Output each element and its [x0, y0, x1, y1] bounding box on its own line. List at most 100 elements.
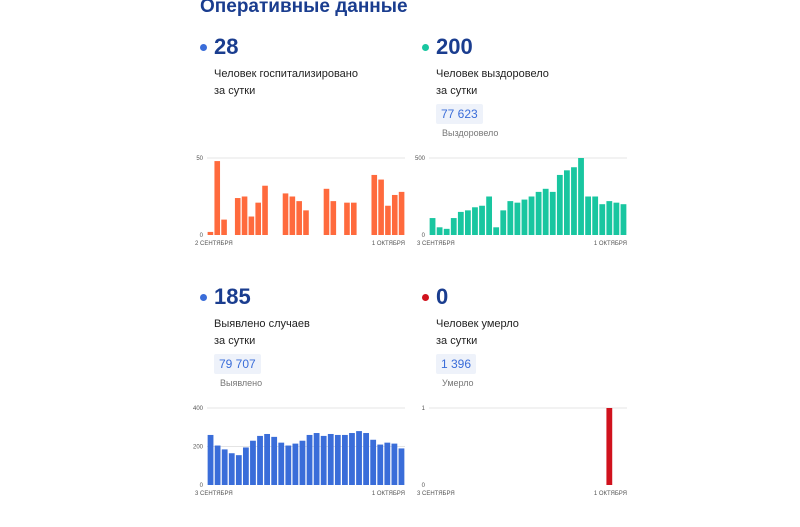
bar: [398, 448, 405, 485]
stat-description: Человек госпитализировано за сутки: [214, 66, 414, 100]
bar: [271, 436, 278, 485]
deaths-chart: 1 0 3 СЕНТЯБРЯ 1 ОКТЯБРЯ: [417, 406, 627, 497]
status-dot-icon: [200, 294, 207, 301]
bar: [207, 231, 214, 235]
bar: [528, 196, 535, 235]
card-detected: 185 Выявлено случаев за сутки 79 707 Выя…: [193, 282, 413, 527]
bar: [585, 196, 592, 235]
bar: [341, 434, 348, 485]
total-label: Умерло: [442, 378, 474, 388]
x-tick-label-start: 3 СЕНТЯБРЯ: [195, 491, 233, 497]
y-tick-label: 50: [196, 156, 203, 162]
bar: [613, 202, 620, 235]
bar: [257, 435, 263, 485]
x-tick-label-start: 3 СЕНТЯБРЯ: [417, 241, 455, 247]
bar: [391, 443, 398, 485]
bar: [278, 442, 285, 485]
page-title: Оперативные данные: [200, 0, 408, 17]
total-label: Выявлено: [220, 378, 263, 388]
stat-description-line1: Человек выздоровело: [436, 68, 549, 80]
bar: [289, 196, 296, 235]
bar: [344, 202, 350, 235]
x-tick-label-start: 3 СЕНТЯБРЯ: [417, 491, 455, 497]
bar: [620, 204, 627, 235]
x-tick-label-start: 2 СЕНТЯБРЯ: [195, 241, 233, 247]
stat-description-line1: Человек госпитализировано: [214, 68, 358, 80]
card-hospitalized: 28 Человек госпитализировано за сутки 50…: [193, 32, 413, 277]
bar: [323, 188, 330, 235]
bar: [571, 167, 577, 235]
bar: [370, 439, 377, 485]
stat-description-line2: за сутки: [436, 85, 478, 97]
bar: [303, 210, 309, 235]
stat-description-line1: Человек умерло: [436, 318, 519, 330]
bar: [443, 228, 450, 235]
bar: [255, 202, 262, 235]
total-badge: 1 396: [436, 354, 477, 374]
bar: [436, 227, 443, 235]
stat-description: Выявлено случаев за сутки: [214, 316, 414, 350]
bar: [221, 449, 228, 485]
stat-description-line2: за сутки: [436, 335, 478, 347]
stat-description: Человек умерло за сутки: [436, 316, 636, 350]
bar: [391, 194, 398, 235]
y-tick-label: 200: [193, 445, 204, 451]
bar: [479, 205, 485, 235]
status-dot-icon: [422, 294, 429, 301]
bar: [262, 185, 268, 235]
bar: [221, 219, 227, 235]
y-tick-label: 0: [422, 233, 426, 239]
stat-value: 200: [436, 34, 473, 59]
bar: [285, 445, 292, 485]
bar: [535, 191, 542, 235]
bar: [384, 442, 391, 485]
bar: [464, 210, 471, 235]
bar: [542, 188, 549, 235]
bar: [500, 210, 507, 235]
bar: [606, 408, 613, 485]
bar: [457, 211, 464, 235]
total-badge: 79 707: [214, 354, 261, 374]
bar: [363, 433, 370, 485]
detected-chart: 400 200 0 3 СЕНТЯБРЯ 1 ОКТЯБРЯ: [193, 406, 405, 497]
stat-description: Человек выздоровело за сутки: [436, 66, 636, 100]
bar: [334, 434, 341, 485]
bar: [356, 431, 362, 485]
bar: [235, 455, 242, 485]
y-tick-label: 0: [200, 483, 204, 489]
bar: [377, 444, 384, 485]
bar: [242, 447, 249, 485]
hospitalized-chart: 50 0 2 СЕНТЯБРЯ 1 ОКТЯБРЯ: [195, 156, 405, 247]
bar: [398, 191, 405, 235]
stat-description-line1: Выявлено случаев: [214, 318, 310, 330]
bar: [306, 434, 313, 485]
bar: [248, 216, 255, 235]
x-tick-label-end: 1 ОКТЯБРЯ: [372, 491, 405, 497]
bar: [330, 201, 337, 235]
bar: [507, 201, 514, 235]
bar: [214, 161, 221, 235]
bar: [292, 443, 299, 485]
bar: [385, 205, 391, 235]
x-tick-label-end: 1 ОКТЯБРЯ: [594, 241, 627, 247]
bar: [296, 201, 302, 235]
bar: [429, 218, 436, 235]
bar: [313, 433, 320, 485]
y-tick-label: 500: [415, 156, 426, 162]
bar: [578, 158, 584, 235]
y-tick-label: 400: [193, 406, 204, 412]
bar: [521, 199, 528, 235]
bar: [250, 440, 256, 485]
recovered-chart: 500 0 3 СЕНТЯБРЯ 1 ОКТЯБРЯ: [415, 156, 627, 247]
y-tick-label: 0: [200, 233, 204, 239]
bar: [264, 433, 271, 485]
bar: [228, 453, 235, 485]
y-tick-label: 1: [422, 406, 426, 412]
bar: [493, 227, 500, 235]
bar: [327, 433, 334, 485]
bar: [514, 202, 521, 235]
bar: [320, 435, 327, 485]
card-recovered: 200 Человек выздоровело за сутки 77 623 …: [415, 32, 635, 277]
bar: [214, 445, 221, 485]
stat-value: 185: [214, 284, 251, 309]
